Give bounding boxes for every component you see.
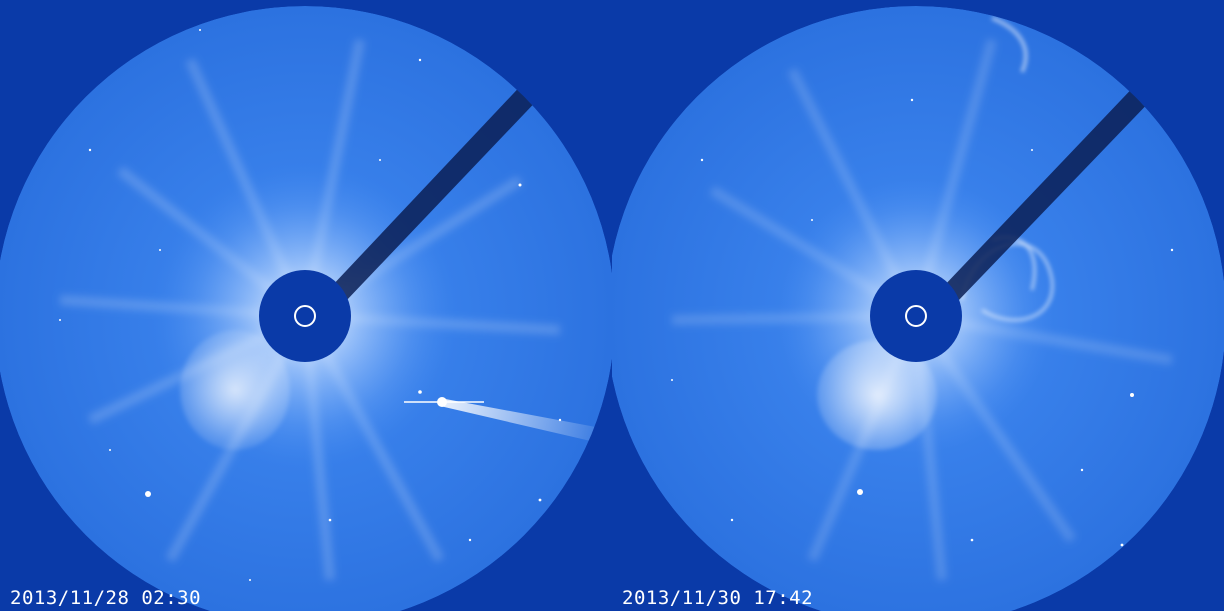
comet <box>404 397 612 446</box>
sun-outline <box>905 305 927 327</box>
frame-timestamp: 2013/11/28 02:30 <box>10 587 202 609</box>
occulter-pylon <box>330 78 545 302</box>
coronagraph-frame-1: 2013/11/28 02:30 <box>0 6 612 611</box>
coronagraph-image-2 <box>612 0 1224 611</box>
coronagraph-frame-2: 2013/11/30 17:42 <box>612 0 1224 611</box>
sun-outline <box>294 305 316 327</box>
star-field <box>59 29 562 581</box>
occulting-disk <box>259 270 351 362</box>
cme-arc <box>991 16 1028 73</box>
occulter-pylon <box>942 78 1157 302</box>
occulting-disk <box>870 270 962 362</box>
bright-ejecta <box>817 340 937 450</box>
comet-head <box>437 397 447 407</box>
bright-ejecta <box>180 330 290 450</box>
frame-timestamp: 2013/11/30 17:42 <box>622 587 814 609</box>
coronagraph-image-1 <box>0 6 612 611</box>
